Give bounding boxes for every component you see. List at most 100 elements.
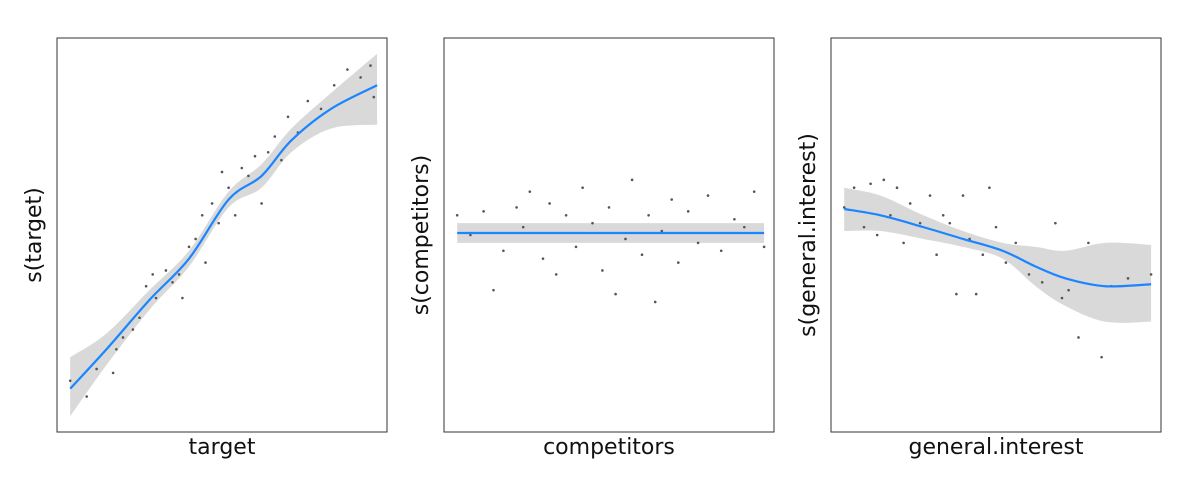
data-point [227,186,230,190]
data-point [981,253,985,256]
x-axis-label: competitors [543,435,675,460]
confidence-band [70,53,378,417]
y-axis-label: s(general.interest) [796,133,821,337]
data-point [733,217,736,221]
data-point [502,249,505,253]
data-point [1054,221,1057,225]
y-axis-label: s(competitors) [409,155,434,315]
data-point [131,328,135,331]
data-point [1149,273,1153,276]
data-point [210,202,214,205]
data-point [908,202,912,205]
data-point [286,115,290,119]
data-point [332,83,336,87]
data-point [994,225,998,229]
data-point [319,107,323,111]
data-point [372,95,376,99]
data-point [177,273,181,276]
data-point [762,245,766,249]
data-point [482,210,485,213]
data-point [144,284,148,288]
data-point [346,68,349,71]
data-point [247,174,250,178]
data-point [852,186,856,190]
data-point [706,194,710,197]
data-point [686,210,690,213]
data-point [941,214,945,217]
data-point [306,99,310,103]
data-point [220,170,224,174]
data-point [1040,280,1044,284]
data-point [882,178,886,182]
data-point [574,245,578,249]
data-point [515,206,518,209]
data-point [928,194,932,197]
data-point [640,253,644,256]
data-point [581,186,584,190]
confidence-band [844,187,1152,323]
data-point [521,225,525,229]
data-point [217,221,220,225]
data-point [624,237,627,241]
data-point [743,225,746,229]
data-point [240,166,244,170]
data-point [181,296,184,300]
data-point [194,237,197,241]
data-point [455,214,459,217]
data-point [889,214,892,217]
x-axis-label: general.interest [908,435,1083,460]
data-point [1077,336,1080,339]
data-point [902,241,905,245]
smooth-line [69,84,378,390]
data-point [1027,273,1031,276]
data-point [541,257,545,260]
data-point [68,379,72,383]
data-point [1126,277,1130,280]
data-point [630,178,634,182]
data-point [266,150,270,154]
data-point [696,241,700,245]
data-point [647,214,650,217]
data-point [677,261,680,264]
data-point [1060,296,1064,300]
data-point [200,214,204,217]
data-point [955,292,958,296]
data-point [111,371,115,375]
data-point [670,198,673,201]
data-point [548,202,551,205]
data-point [719,249,723,253]
data-point [918,221,922,225]
data-point [607,206,611,209]
data-point [862,225,866,229]
data-point [869,182,872,186]
data-point [1014,241,1018,245]
data-point [359,76,362,79]
data-point [164,269,168,272]
data-point [601,269,604,272]
data-point [280,158,283,162]
data-point [1004,261,1008,264]
data-point [660,229,664,233]
data-point [935,253,938,256]
data-point [961,194,965,197]
data-point [171,280,174,284]
y-axis-label: s(target) [22,187,47,283]
data-point [948,221,952,225]
data-point [895,186,899,190]
data-point [253,154,257,158]
panel: general.interest s(general.interest) [796,37,1162,460]
x-axis-label: target [189,435,256,460]
data-point [187,245,191,249]
data-point [85,395,88,398]
data-point [121,336,125,339]
data-point [95,367,98,371]
data-point [653,300,657,304]
panel: target s(target) [22,37,388,460]
data-point [233,214,237,217]
data-point [988,186,991,190]
data-point [591,221,594,225]
data-point [138,316,141,320]
data-point [554,273,558,276]
